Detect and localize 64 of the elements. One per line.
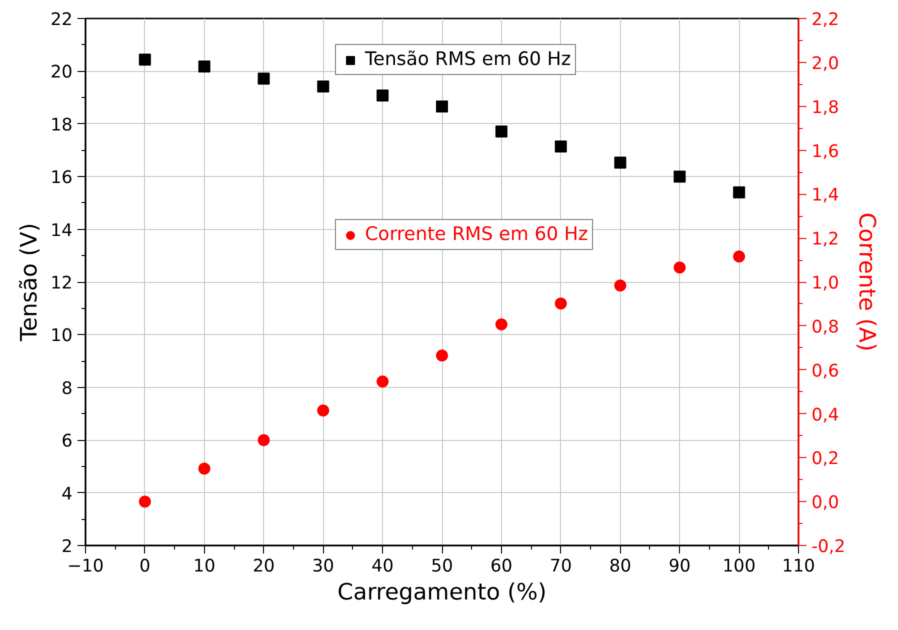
- point: [258, 72, 270, 85]
- point: [376, 375, 389, 388]
- point: [495, 126, 508, 138]
- legend-label: Tensão RMS em 60 Hz: [365, 49, 571, 70]
- point: [674, 262, 686, 274]
- point: [198, 462, 210, 475]
- y-axis-title: Tensão (V): [16, 222, 42, 342]
- y2-tick-label: 0,2: [812, 449, 840, 470]
- y2-tick-label: 2,2: [812, 10, 840, 30]
- x-tick-label: 0: [139, 556, 150, 576]
- point: [733, 250, 746, 263]
- point: [495, 318, 508, 330]
- x-tick-label: 50: [430, 556, 454, 576]
- y-tick-label: 8: [61, 378, 73, 399]
- y-tick-label: 10: [50, 326, 73, 346]
- x-tick-label: 90: [668, 556, 691, 576]
- y-tick-label: 22: [50, 10, 73, 30]
- x-tick-label: 30: [312, 556, 334, 576]
- y2-tick-label: 0,6: [812, 361, 840, 382]
- point: [614, 280, 626, 292]
- x-tick-label: 60: [490, 556, 512, 576]
- x-tick-label: 70: [550, 556, 572, 576]
- y-tick-label: 20: [50, 62, 73, 83]
- x-tick-label: 10: [193, 556, 216, 576]
- point: [317, 80, 330, 92]
- y2-tick-label: -0,2: [812, 537, 846, 557]
- x-tick-label: 40: [372, 556, 394, 576]
- y2-tick-label: 0,8: [812, 317, 840, 338]
- point: [138, 54, 151, 66]
- y-tick-label: 4: [61, 484, 73, 504]
- point: [198, 60, 210, 72]
- point: [436, 100, 448, 113]
- y2-tick-label: 1,4: [812, 186, 840, 206]
- point: [258, 434, 270, 446]
- y2-tick-label: 0,4: [812, 405, 840, 426]
- x-tick-label: 80: [609, 556, 632, 576]
- y-tick-label: 16: [50, 168, 73, 188]
- point: [554, 140, 567, 153]
- point: [614, 156, 626, 169]
- legend-label: Corrente RMS em 60 Hz: [365, 224, 588, 245]
- x-tick-label: 20: [252, 556, 275, 576]
- y-tick-label: 18: [50, 115, 73, 136]
- y2-axis-title: Corrente (A): [853, 212, 880, 352]
- y2-tick-label: 1,2: [812, 230, 840, 250]
- point: [436, 350, 448, 362]
- point: [554, 298, 567, 310]
- y-tick-label: 12: [50, 274, 73, 294]
- x-tick-label: 100: [722, 556, 756, 576]
- x-tick-label: 110: [782, 556, 816, 576]
- y-tick-label: 14: [50, 220, 73, 241]
- y2-tick-label: 1,6: [812, 142, 840, 162]
- y-tick-label: 2: [61, 537, 73, 557]
- point: [674, 170, 686, 183]
- y2-tick-label: 1,0: [812, 274, 840, 294]
- y2-tick-label: 1,8: [812, 98, 840, 118]
- point: [317, 404, 330, 416]
- y-tick-label: 6: [61, 432, 73, 452]
- x-tick-label: −10: [67, 556, 104, 576]
- x-axis-title: Carregamento (%): [337, 580, 547, 606]
- point: [138, 496, 151, 508]
- y2-tick-label: 2,0: [812, 54, 840, 74]
- y2-tick-label: 0,0: [812, 493, 840, 514]
- point: [376, 89, 389, 102]
- point: [733, 186, 746, 198]
